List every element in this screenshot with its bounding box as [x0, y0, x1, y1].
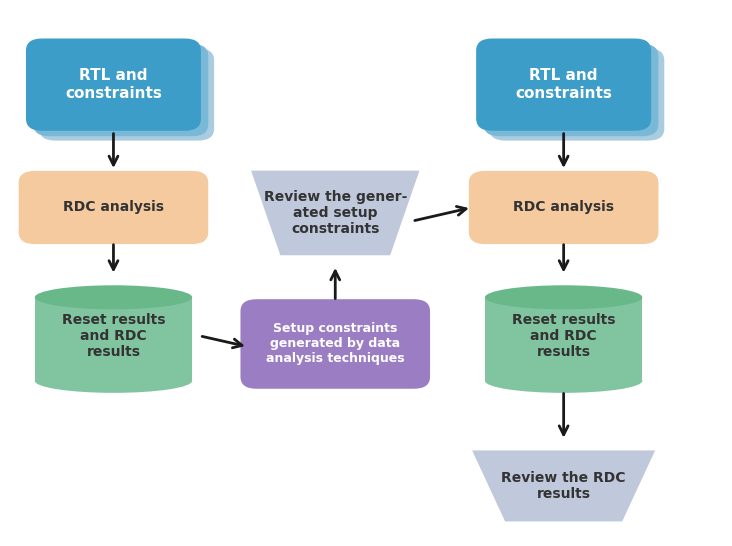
Text: Review the RDC
results: Review the RDC results [501, 471, 626, 501]
FancyBboxPatch shape [19, 171, 209, 244]
Polygon shape [251, 170, 419, 256]
FancyBboxPatch shape [39, 49, 214, 141]
FancyBboxPatch shape [468, 171, 659, 244]
Text: RTL and
constraints: RTL and constraints [65, 68, 162, 101]
FancyBboxPatch shape [476, 38, 651, 131]
Bar [35, 297, 193, 381]
Ellipse shape [34, 369, 192, 393]
FancyBboxPatch shape [489, 49, 665, 141]
Ellipse shape [485, 369, 643, 393]
Text: Setup constraints
generated by data
analysis techniques: Setup constraints generated by data anal… [266, 323, 405, 365]
Polygon shape [472, 450, 655, 521]
Text: RDC analysis: RDC analysis [63, 200, 164, 215]
Ellipse shape [485, 285, 643, 309]
FancyBboxPatch shape [240, 299, 430, 389]
Ellipse shape [34, 285, 192, 309]
Text: RDC analysis: RDC analysis [513, 200, 614, 215]
FancyBboxPatch shape [483, 44, 659, 136]
Text: Review the gener-
ated setup
constraints: Review the gener- ated setup constraints [264, 190, 407, 236]
Text: Reset results
and RDC
results: Reset results and RDC results [61, 313, 165, 359]
Bar [485, 297, 643, 381]
FancyBboxPatch shape [26, 38, 201, 131]
Text: RTL and
constraints: RTL and constraints [515, 68, 612, 101]
Text: Reset results
and RDC
results: Reset results and RDC results [512, 313, 616, 359]
FancyBboxPatch shape [34, 44, 208, 136]
